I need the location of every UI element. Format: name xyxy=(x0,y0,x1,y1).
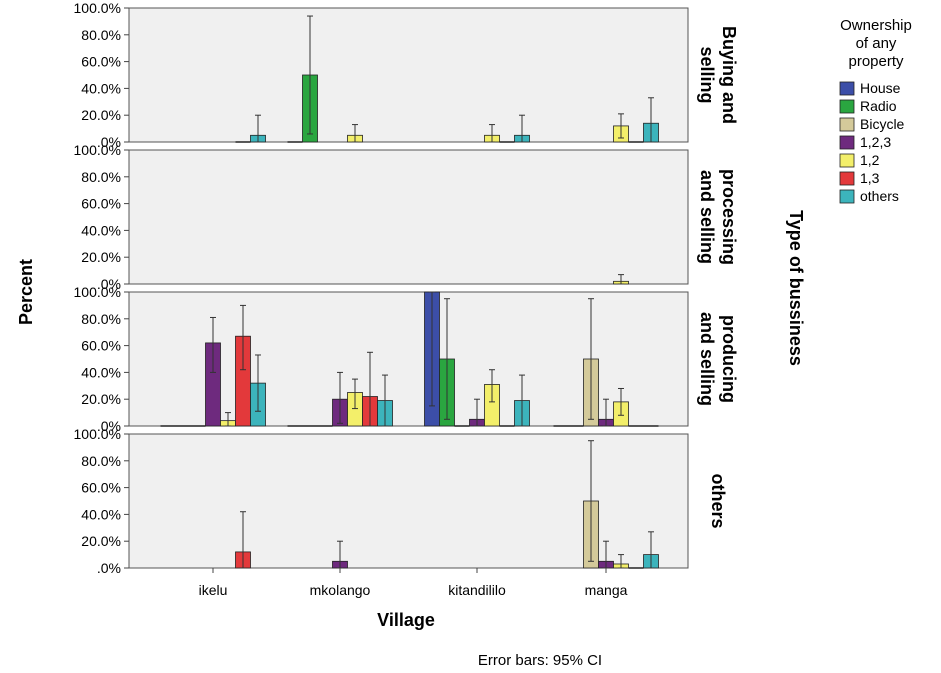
y-axis-title: Percent xyxy=(16,259,36,325)
y-tick-label: 20.0% xyxy=(81,533,121,549)
y-tick-label: .0% xyxy=(97,134,121,150)
legend-swatch xyxy=(839,99,855,114)
y-tick-label: 80.0% xyxy=(81,27,121,43)
x-axis-title: Village xyxy=(377,610,435,630)
legend-swatch xyxy=(839,189,855,204)
panel-label: selling xyxy=(697,46,717,103)
y-tick-label: 20.0% xyxy=(81,391,121,407)
x-axis: ikelu mkolango kitandililo manga xyxy=(199,568,628,598)
y-tick-label: 100.0% xyxy=(74,426,121,442)
y-tick-label: 40.0% xyxy=(81,222,121,238)
legend-item: others xyxy=(839,188,899,204)
y-tick-label: 100.0% xyxy=(74,284,121,300)
legend-title-line-3: property xyxy=(848,53,904,70)
panel-label: processing xyxy=(719,169,739,265)
y-tick-label: .0% xyxy=(97,418,121,434)
y-tick-label: 60.0% xyxy=(81,196,121,212)
x-tick-label: mkolango xyxy=(310,582,371,598)
footnote: Error bars: 95% CI xyxy=(478,652,602,669)
legend-item: Bicycle xyxy=(839,116,905,132)
y-tick-label: 100.0% xyxy=(74,0,121,16)
legend-item: 1,2,3 xyxy=(839,134,891,150)
y-tick-label: 20.0% xyxy=(81,107,121,123)
y-tick-label: 80.0% xyxy=(81,311,121,327)
legend-items: House Radio Bicycle 1,2,3 1,2 1,3 others xyxy=(839,80,905,204)
y-tick-label: 40.0% xyxy=(81,506,121,522)
legend-label: 1,2,3 xyxy=(860,134,891,150)
y-tick-label: 60.0% xyxy=(81,54,121,70)
panel-background xyxy=(128,433,689,569)
y-tick-label: 100.0% xyxy=(74,142,121,158)
y-tick-label: .0% xyxy=(97,560,121,576)
legend: Ownership of any property House Radio Bicy… xyxy=(839,17,912,204)
panel-label: and selling xyxy=(697,312,717,406)
panel-axis-title: Type of bussiness xyxy=(786,210,806,366)
panel-label: and selling xyxy=(697,170,717,264)
legend-item: 1,2 xyxy=(839,152,880,168)
y-tick-label: 60.0% xyxy=(81,338,121,354)
panel-1: .0% 20.0% 40.0% 60.0% 80.0% 100.0% processinga… xyxy=(74,142,739,292)
panel-2: .0% 20.0% 40.0% 60.0% 80.0% 100.0% producingan… xyxy=(74,284,739,434)
legend-label: Radio xyxy=(860,98,897,114)
panel-label: producing xyxy=(719,315,739,403)
legend-label: 1,2 xyxy=(860,152,880,168)
y-tick-label: 40.0% xyxy=(81,364,121,380)
legend-swatch xyxy=(839,135,855,150)
legend-title-line-2: of any xyxy=(856,35,897,52)
legend-label: others xyxy=(860,188,899,204)
legend-item: House xyxy=(839,80,901,96)
y-tick-label: 80.0% xyxy=(81,453,121,469)
legend-label: House xyxy=(860,80,901,96)
y-tick-label: 40.0% xyxy=(81,80,121,96)
panels-layer: .0% 20.0% 40.0% 60.0% 80.0% 100.0% Buying ands… xyxy=(74,0,739,598)
x-tick-label: kitandililo xyxy=(448,582,506,598)
panel-background xyxy=(128,7,689,143)
panel-label: others xyxy=(708,473,728,528)
panel-label: Buying and xyxy=(719,26,739,124)
legend-title-line-1: Ownership xyxy=(840,17,912,34)
legend-label: Bicycle xyxy=(860,116,905,132)
legend-item: 1,3 xyxy=(839,170,880,186)
panel-3: .0% 20.0% 40.0% 60.0% 80.0% 100.0% others xyxy=(74,426,728,576)
legend-swatch xyxy=(839,171,855,186)
legend-item: Radio xyxy=(839,98,897,114)
panel-0: .0% 20.0% 40.0% 60.0% 80.0% 100.0% Buying ands… xyxy=(74,0,739,150)
legend-swatch xyxy=(839,153,855,168)
legend-swatch xyxy=(839,117,855,132)
x-tick-label: ikelu xyxy=(199,582,228,598)
y-tick-label: .0% xyxy=(97,276,121,292)
panel-background xyxy=(128,149,689,285)
y-tick-label: 20.0% xyxy=(81,249,121,265)
legend-label: 1,3 xyxy=(860,170,880,186)
y-tick-label: 80.0% xyxy=(81,169,121,185)
x-tick-label: manga xyxy=(585,582,628,598)
legend-swatch xyxy=(839,81,855,96)
y-tick-label: 60.0% xyxy=(81,480,121,496)
